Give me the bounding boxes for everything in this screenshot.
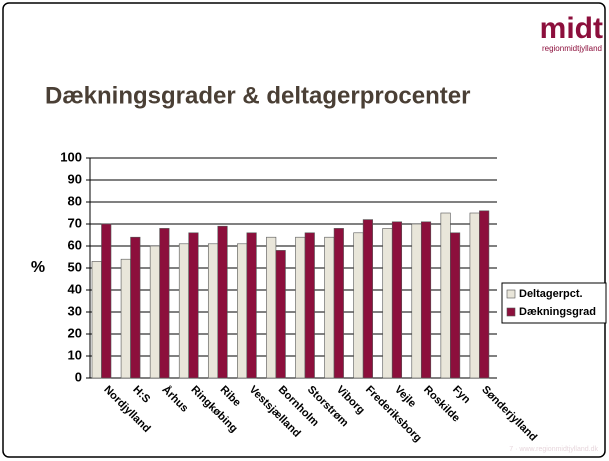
bar [246, 232, 257, 379]
y-tick-label: 30 [68, 303, 82, 318]
legend-label: Deltagerpct. [519, 288, 583, 300]
bar [440, 212, 451, 379]
slide-title: Dækningsgrader & deltagerprocenter [45, 82, 470, 109]
y-tick-label: 70 [68, 215, 82, 230]
y-tick-label: 10 [68, 347, 82, 362]
y-tick-label: 40 [68, 281, 82, 296]
legend-label: Dækningsgrad [519, 306, 596, 318]
bar [333, 228, 344, 379]
bar [469, 212, 480, 379]
bar [391, 221, 403, 379]
logo-sub: regionmidtjylland [542, 44, 602, 53]
bar [207, 243, 219, 379]
bar [237, 243, 248, 379]
bar [149, 245, 160, 379]
bar [353, 232, 364, 379]
bar [362, 219, 373, 379]
bar [275, 250, 286, 379]
y-tick-label: 80 [68, 193, 82, 208]
legend-swatch [506, 289, 516, 299]
y-tick-label: 50 [68, 259, 82, 274]
logo: midt [540, 12, 603, 45]
y-tick-label: 90 [68, 171, 82, 186]
y-tick-label: 0 [75, 369, 82, 384]
bar [130, 236, 141, 379]
footer: 7 · www.regionmidtjylland.dk [509, 446, 598, 453]
bar [420, 221, 432, 379]
legend-swatch [506, 307, 516, 317]
bar [450, 232, 461, 379]
bar [295, 236, 306, 379]
bar [266, 236, 277, 379]
bar [188, 232, 199, 379]
y-axis-label: % [31, 259, 45, 276]
bar [178, 243, 190, 379]
bar [411, 223, 422, 379]
bar [101, 223, 112, 379]
bar [120, 258, 131, 379]
bar [382, 228, 393, 379]
bar [304, 232, 315, 379]
bar [479, 210, 490, 379]
y-tick-label: 20 [68, 325, 82, 340]
y-tick-label: 60 [68, 237, 82, 252]
legend-box [501, 282, 607, 324]
bar [217, 225, 228, 379]
y-tick-label: 100 [60, 149, 82, 164]
bar [159, 228, 170, 379]
bar [91, 261, 102, 379]
bar [324, 236, 335, 379]
